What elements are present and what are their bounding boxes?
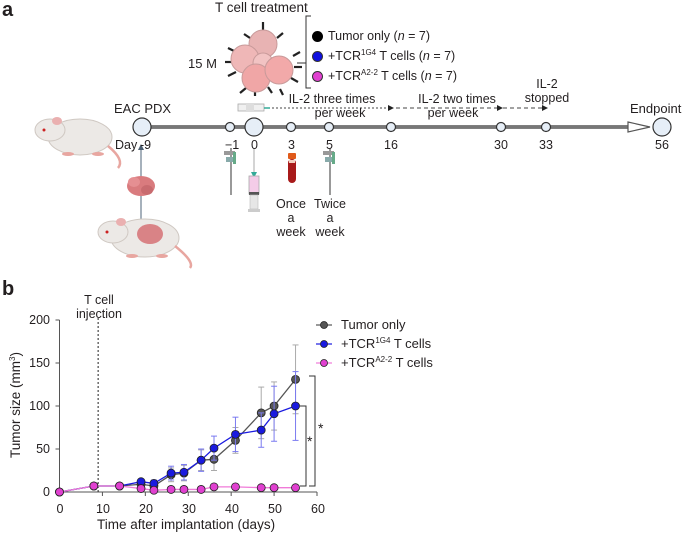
group-label-tcr1g4: +TCR1G4 T cells (n = 7) xyxy=(328,48,456,64)
x-tick-label: 30 xyxy=(182,502,196,516)
y-tick-label: 0 xyxy=(43,485,50,499)
il2-syringe-icon xyxy=(237,103,270,112)
timeline-day-label: 5 xyxy=(326,138,333,152)
model-label: EAC PDX xyxy=(114,101,172,116)
caliper-icon-day5 xyxy=(323,148,335,195)
legend-tumor-only: Tumor only xyxy=(341,317,406,332)
x-tick-label: 60 xyxy=(311,502,325,516)
blood-freq-label: Once a week xyxy=(276,197,306,239)
x-tick-label: 20 xyxy=(139,502,153,516)
caliper-icon-day-minus1 xyxy=(224,148,236,195)
significance-star-outer: * xyxy=(318,420,324,436)
timeline-day-label: -9 xyxy=(140,138,152,152)
legend-tcr1g4: +TCR1G4 T cells xyxy=(341,336,432,351)
timeline-day-label: 3 xyxy=(288,138,295,152)
tcell-injection-syringe-icon xyxy=(248,148,260,212)
group-label-tcra22: +TCRA2-2 T cells (n = 7) xyxy=(328,68,458,84)
blood-vial-icon xyxy=(288,153,296,183)
panel-b-label: b xyxy=(2,278,15,300)
mouse-icon-top xyxy=(34,117,122,169)
y-tick-label: 150 xyxy=(29,356,50,370)
y-tick-label: 100 xyxy=(29,399,50,413)
il2-stopped-label: IL-2 xyxy=(536,77,558,91)
panel-a-label: a xyxy=(2,0,14,21)
measure-freq-label: Twice a week xyxy=(314,197,346,239)
y-tick-label: 200 xyxy=(29,313,50,327)
group-marker-tumor-only xyxy=(312,31,323,42)
x-tick-label: 40 xyxy=(225,502,239,516)
series-+TCRA2-2 T cells xyxy=(55,481,300,497)
timeline-day-label: −1 xyxy=(225,138,240,152)
group-marker-tcra22 xyxy=(312,71,323,82)
il2-stopped-label-line2: stopped xyxy=(524,91,570,105)
group-label-tumor-only: Tumor only (n = 7) xyxy=(328,29,431,43)
il2-phase1-label-line2: per week xyxy=(314,106,366,120)
legend-tcra22: +TCRA2-2 T cells xyxy=(341,355,433,370)
x-tick-label: 50 xyxy=(268,502,282,516)
treatment-title: T cell treatment xyxy=(215,0,308,15)
timeline-node-day-minus9 xyxy=(132,117,152,137)
x-axis-label: Time after implantation (days) xyxy=(97,517,276,532)
cell-count: 15 M xyxy=(188,56,217,71)
x-tick-label: 0 xyxy=(56,502,64,516)
day-prefix: Day xyxy=(115,138,138,152)
injection-annotation: T cell injection xyxy=(76,293,122,321)
timeline-day-label: 30 xyxy=(494,138,508,152)
timeline-day-label: 56 xyxy=(655,138,669,152)
y-tick-label: 50 xyxy=(36,442,50,456)
timeline-day-label: 0 xyxy=(251,138,258,152)
il2-phase2-label: IL-2 two times xyxy=(418,92,496,106)
il2-phase2-label-line2: per week xyxy=(427,106,479,120)
timeline-day-label: 16 xyxy=(384,138,398,152)
x-tick-label: 10 xyxy=(96,502,110,516)
endpoint-label: Endpoint xyxy=(630,101,682,116)
tumor-tissue-icon xyxy=(127,176,155,196)
significance-star-inner: * xyxy=(307,433,313,449)
group-marker-tcr1g4 xyxy=(312,51,323,62)
il2-phase1-label: IL-2 three times xyxy=(288,92,376,106)
timeline-day-label: 33 xyxy=(539,138,553,152)
mouse-icon-bottom xyxy=(97,218,193,269)
